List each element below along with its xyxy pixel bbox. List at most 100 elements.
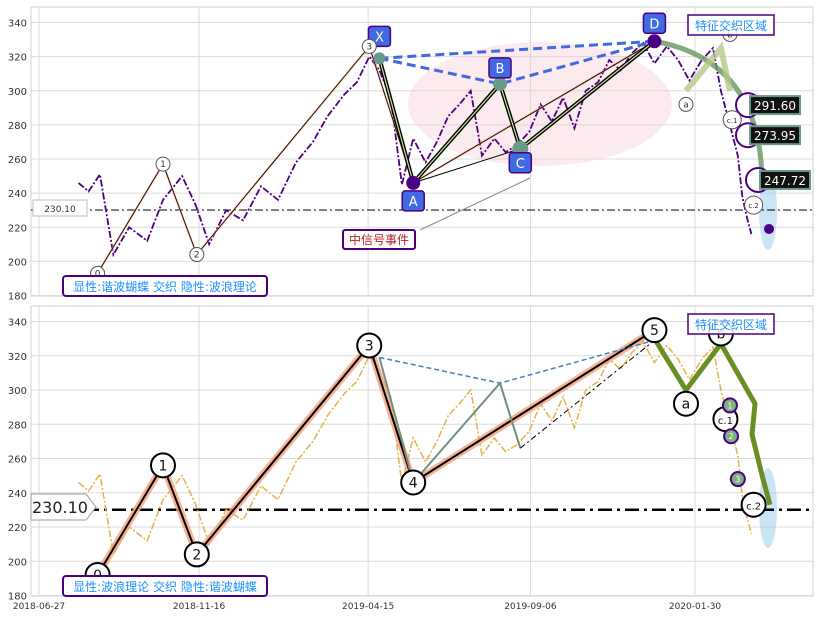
harmonic-point-label: A <box>409 195 418 210</box>
harmonic-point-label: D <box>649 17 659 32</box>
wave-label-circle <box>740 491 767 518</box>
y-tick-label: 300 <box>8 386 27 397</box>
plot-frame <box>30 6 814 297</box>
x-tick-label: 2018-06-27 <box>13 602 65 612</box>
harmonic-cd-overlay <box>519 339 655 449</box>
target-value-label: 273.95 <box>754 129 796 143</box>
wave-label-circle <box>722 110 742 130</box>
caption-box <box>62 575 268 597</box>
point-d-dot <box>647 34 662 49</box>
abc-band <box>683 41 733 93</box>
y-tick-label: 280 <box>8 121 27 132</box>
zone-label: 特征交织区域 <box>695 18 767 33</box>
wave-label-circle <box>721 397 738 414</box>
wave-label: c.2 <box>746 502 761 513</box>
abc-green-wave <box>652 337 773 506</box>
target-box <box>749 95 801 116</box>
y-tick-label: 240 <box>8 489 27 500</box>
wave-label: c.1 <box>718 416 733 427</box>
wave-label-circle <box>678 96 694 112</box>
support-value-label: 230.10 <box>44 205 76 215</box>
point-x-dot <box>373 52 386 65</box>
wave-label-circle <box>189 247 205 263</box>
y-tick-label: 180 <box>8 292 27 303</box>
harmonic-dashed-xd <box>379 39 655 60</box>
y-tick-label: 200 <box>8 257 27 268</box>
harmonic-point-label: X <box>375 30 384 45</box>
harmonic-ac <box>413 148 521 184</box>
wave-label-circle <box>400 469 427 496</box>
panel-top: 180200220240260280300320340XABCD291.6027… <box>8 6 814 303</box>
y-tick-label: 200 <box>8 557 27 568</box>
price-series-line <box>78 340 753 557</box>
caption-label: 显性:波浪理论 交织 隐性:谐波蝴蝶 <box>73 579 257 594</box>
target-value-label: 247.72 <box>764 174 806 188</box>
zone-label: 特征交织区域 <box>695 317 767 332</box>
y-tick-label: 320 <box>8 352 27 363</box>
target-box <box>759 169 811 190</box>
zone-label-box <box>687 14 775 36</box>
y-tick-label: 260 <box>8 455 27 466</box>
y-tick-label: 220 <box>8 223 27 234</box>
y-tick-label: 340 <box>8 19 27 30</box>
point-b-dot <box>493 76 508 91</box>
wave-label: c.2 <box>748 202 759 210</box>
plot-frame <box>30 305 814 597</box>
harmonic-dashed-xb-bd <box>379 39 655 86</box>
support-label-box <box>30 493 97 521</box>
y-tick-label: 340 <box>8 318 27 329</box>
wave-label: 1 <box>160 160 166 170</box>
harmonic-label-box <box>401 190 425 212</box>
wave-label-circle <box>361 38 377 54</box>
wave-label-circle <box>729 471 746 488</box>
x-tick-label: 2020-01-30 <box>669 602 722 612</box>
wave-label: 3 <box>365 338 374 354</box>
wave-label: 2 <box>729 432 734 441</box>
zone-label-box <box>687 313 775 335</box>
wave-path-line <box>97 40 655 274</box>
harmonic-point-label: C <box>516 157 525 172</box>
wave-label: 3 <box>735 475 740 484</box>
projection-end-dot <box>764 223 774 234</box>
wave-label: a <box>683 100 689 110</box>
caption-box <box>62 275 268 297</box>
wave-label: 2 <box>192 547 201 563</box>
caption-label: 显性:谐波蝴蝶 交织 隐性:波浪理论 <box>73 279 257 294</box>
wave-label: 1 <box>159 458 168 474</box>
harmonic-label-box <box>488 57 512 79</box>
wave-label-circle <box>723 428 740 445</box>
wave-label-circle <box>672 390 699 417</box>
wave-label: 3 <box>366 42 372 52</box>
y-tick-label: 320 <box>8 53 27 64</box>
wave-label: 4 <box>409 475 418 491</box>
y-tick-label: 240 <box>8 189 27 200</box>
wave-label: 0 <box>95 269 101 279</box>
wave-label: 5 <box>650 323 659 339</box>
x-tick-label: 2019-04-15 <box>342 602 394 612</box>
target-box <box>749 125 801 146</box>
harmonic-label-box <box>508 152 533 174</box>
wave-label-circle <box>155 156 171 172</box>
y-tick-label: 180 <box>8 592 27 603</box>
wave-label-circle <box>149 452 176 479</box>
wave-label-circle <box>744 195 764 215</box>
wave-label-circle <box>356 332 383 359</box>
wave-label: 1 <box>727 401 732 410</box>
point-a-dot <box>406 175 421 190</box>
event-arrow <box>419 177 531 231</box>
harmonic-label-box <box>642 12 667 35</box>
projection-arc <box>653 38 765 180</box>
wave-label-circle <box>641 317 668 344</box>
target-value-label: 291.60 <box>754 99 796 113</box>
wave-label: a <box>682 397 691 413</box>
wave-label: 2 <box>194 251 200 261</box>
price-series-line <box>77 41 753 258</box>
x-tick-label: 2019-09-06 <box>504 602 557 612</box>
event-label-box <box>342 229 416 250</box>
panel-bottom: 180200220240260280300320340230.10012345a… <box>8 305 814 612</box>
harmonic-point-label: B <box>496 62 505 77</box>
y-tick-label: 220 <box>8 523 27 534</box>
wave-label-circle <box>183 541 210 568</box>
